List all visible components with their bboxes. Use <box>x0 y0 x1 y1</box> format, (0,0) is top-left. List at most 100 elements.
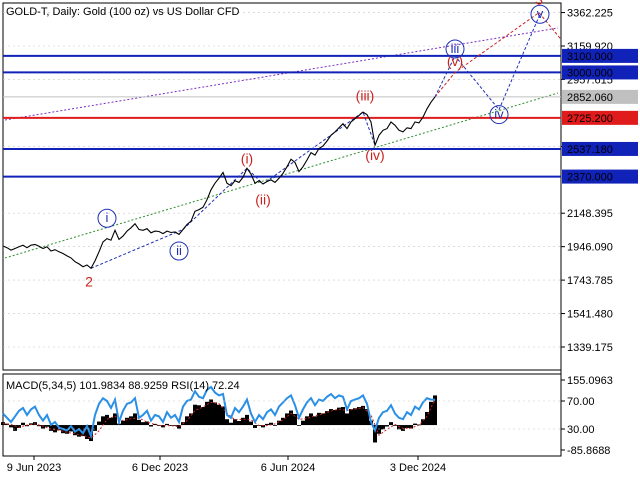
macd-bar <box>229 422 233 426</box>
macd-bar <box>213 402 217 426</box>
wave-circle-blue <box>489 105 509 125</box>
wave-label-blue: ii <box>176 243 182 258</box>
macd-bar <box>333 409 337 426</box>
macd-bar <box>201 407 205 426</box>
macd-bar <box>317 412 321 426</box>
macd-bar <box>17 425 21 428</box>
price-line <box>2 96 436 270</box>
indicator-tick-label: 155.0963 <box>567 375 613 387</box>
macd-bar <box>269 422 273 426</box>
macd-bar <box>21 422 25 426</box>
macd-bar <box>417 424 421 426</box>
macd-bar <box>125 417 129 426</box>
level-tag-label: 3000.000 <box>567 67 613 79</box>
wave-label-red: 2 <box>85 274 93 290</box>
macd-bar <box>345 413 349 426</box>
wave-label-red: (i) <box>241 150 253 166</box>
time-tick-label: 9 Jun 2023 <box>7 462 61 474</box>
macd-bar <box>41 425 45 429</box>
price-panel-frame <box>2 2 562 371</box>
macd-bar <box>93 425 97 431</box>
level-tag <box>562 169 638 184</box>
macd-bar <box>77 425 81 437</box>
macd-bar <box>49 425 53 431</box>
macd-bar <box>173 425 177 426</box>
macd-bar <box>337 407 341 426</box>
macd-bar <box>277 420 281 426</box>
indicator-axis: 155.0963 70.00 30.00 -85.8688 <box>3 375 613 457</box>
macd-bar <box>273 425 277 426</box>
macd-bar <box>357 407 361 426</box>
wave-label-blue: iv <box>494 107 504 122</box>
macd-bar <box>153 423 157 426</box>
macd-bar <box>241 417 245 426</box>
macd-bar <box>101 416 105 426</box>
current-price-label: 2852.060 <box>567 92 613 104</box>
level-tag <box>562 48 638 63</box>
macd-bar <box>161 425 165 428</box>
macd-signal-line <box>2 398 436 439</box>
macd-bar <box>429 401 433 426</box>
macd-bar <box>361 405 365 426</box>
indicator-series <box>1 385 437 443</box>
wave-circle-blue <box>445 39 465 59</box>
level-tag-label: 2725.200 <box>567 113 613 125</box>
macd-bar <box>165 423 169 426</box>
macd-bar <box>97 421 101 426</box>
price-tick-label: 2148.395 <box>567 208 613 220</box>
rsi-line <box>2 385 435 440</box>
level-tag <box>562 65 638 80</box>
macd-bar <box>305 416 309 426</box>
macd-bar <box>53 425 57 433</box>
macd-bar <box>281 417 285 426</box>
macd-bar <box>293 414 297 426</box>
price-tick-label: 1339.175 <box>567 342 613 354</box>
level-tag-label: 3100.000 <box>567 51 613 63</box>
macd-bar <box>137 419 141 426</box>
macd-bar <box>85 425 89 439</box>
macd-bar <box>13 425 17 431</box>
grid <box>3 12 561 348</box>
macd-bar <box>109 417 113 426</box>
macd-bar <box>405 425 409 428</box>
wave-projection-lines <box>90 11 562 269</box>
wave-label-blue: iii <box>451 41 460 56</box>
indicator-tick-label: 30.00 <box>567 424 595 436</box>
macd-bar <box>249 421 253 426</box>
macd-bar <box>105 414 109 426</box>
time-tick-label: 6 Dec 2023 <box>132 462 188 474</box>
macd-bar <box>145 421 149 426</box>
macd-bar <box>385 425 389 427</box>
macd-bar <box>25 425 29 427</box>
wave-circle-blue <box>97 208 117 228</box>
macd-bar <box>253 425 257 428</box>
macd-bar <box>225 419 229 426</box>
macd-bar <box>245 414 249 426</box>
macd-bar <box>413 423 417 426</box>
macd-bar <box>37 425 41 427</box>
price-tick-label: 1946.090 <box>567 242 613 254</box>
macd-bar <box>321 413 325 426</box>
macd-bar <box>373 425 377 443</box>
wave-label-red: (ii) <box>255 192 271 208</box>
macd-bar <box>129 416 133 426</box>
macd-bar <box>341 407 345 426</box>
macd-bar <box>81 425 85 437</box>
price-tick-label: 1743.785 <box>567 275 613 287</box>
price-tick-label: 3362.225 <box>567 8 613 20</box>
macd-bar <box>217 404 221 426</box>
macd-bar <box>377 425 381 434</box>
macd-bar <box>353 408 357 426</box>
macd-bar <box>365 409 369 426</box>
wave-labels: (i)(ii)(iii)(iv)(v)23iiiiiiivv <box>85 0 550 290</box>
wave-label-red: 3 <box>535 0 543 7</box>
wave-label-blue: v <box>537 6 544 21</box>
macd-bar <box>261 425 265 428</box>
level-tags: 2852.060 3100.000 3000.000 2725.200 2537.180… <box>562 48 638 184</box>
macd-bar <box>177 425 181 429</box>
level-tag <box>562 110 638 125</box>
macd-bar <box>209 399 213 426</box>
macd-bar <box>425 411 429 426</box>
macd-bar <box>205 401 209 426</box>
